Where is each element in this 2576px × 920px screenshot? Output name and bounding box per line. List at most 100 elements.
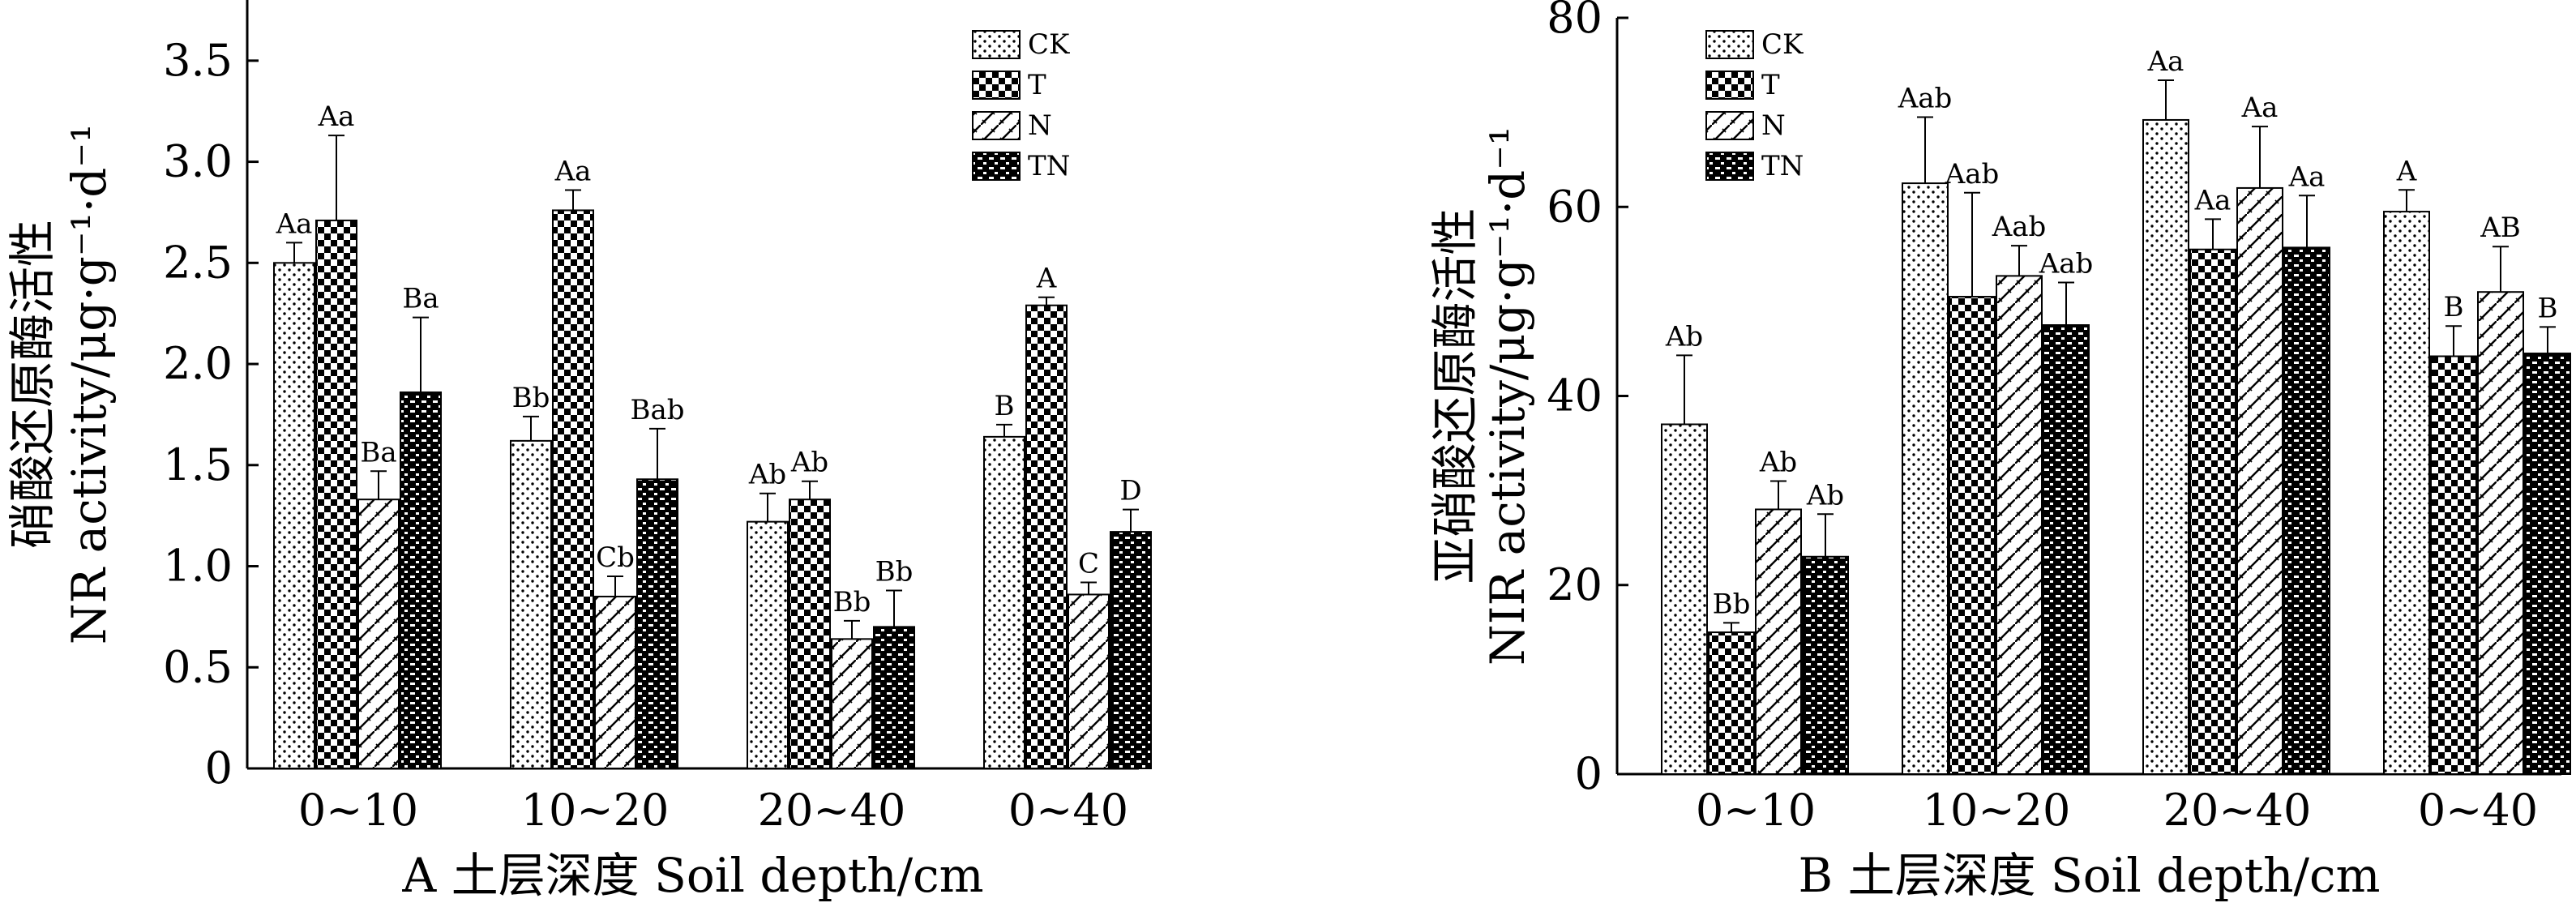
y-axis-label-zh: 硝酸还原酶活性 [5,220,60,549]
legend-label: CK [1761,28,1804,61]
bar-tn [636,478,678,769]
x-tick-label: 0~10 [1696,785,1816,836]
legend-swatch-tn [1705,152,1754,181]
data-label: Ab [1665,320,1703,353]
legend-label: TN [1761,150,1804,182]
data-label: Bab [630,394,684,426]
x-tick-label: 20~40 [2163,785,2312,836]
x-tick-label: 20~40 [758,785,906,836]
bar-ck [510,439,552,770]
data-label: Aab [1898,82,1953,114]
y-tick-label: 40 [1547,370,1603,421]
legend-label: T [1028,69,1046,101]
data-label: Aa [2194,184,2232,216]
data-label: D [1119,475,1141,507]
y-axis-label-en: NIR activity/μg·g⁻¹·d⁻¹ [1480,126,1535,665]
bar-n [2236,186,2283,776]
data-label: Ba [402,283,439,315]
bar-n [1068,593,1110,769]
bar-ck [1902,182,1949,775]
y-axis-label-zh: 亚硝酸还原酶活性 [1427,208,1483,584]
data-label: Aab [1992,211,2047,243]
data-label: Aa [2241,92,2279,124]
data-label: Cb [596,541,635,574]
x-tick-label: 0~10 [298,785,418,836]
data-label: B [2538,292,2558,324]
x-axis-label: B 土层深度 Soil depth/cm [1799,848,2381,903]
bar-n [2477,291,2524,775]
legend-swatch-n [1705,111,1754,140]
y-tick-label: 20 [1547,559,1603,610]
y-tick-label: 1.5 [163,439,233,490]
bar-n [831,638,873,770]
data-label: Ab [1806,479,1844,511]
bar-ck [2142,118,2189,775]
data-label: A [2396,155,2417,187]
x-tick-label: 0~40 [2418,785,2538,836]
y-tick-label: 3.0 [163,136,233,187]
data-label: Bb [1713,588,1751,620]
legend-label: N [1761,109,1786,142]
x-axis-label: A 土层深度 Soil depth/cm [401,848,983,903]
bar-t [789,499,831,769]
y-tick-label: 0 [1575,748,1603,799]
bar-tn [2524,353,2571,775]
panel-a: 0 0.5 1.0 1.5 2.0 2.5 3.0 3.5 Aa Aa Ba Ba 0~10 Bb Aa Cb… [5,0,1152,903]
y-tick-label: 1.0 [163,541,233,592]
data-label: Aa [554,156,592,188]
y-axis-label-en: NR activity/μg·g⁻¹·d⁻¹ [62,124,117,644]
data-label: Ab [1759,446,1797,478]
bar-tn [1110,531,1152,769]
x-tick-label: 10~20 [1923,785,2071,836]
data-label: Ba [360,436,396,469]
data-label: Aab [2039,248,2094,280]
bar-ck [1661,423,1708,775]
legend-swatch-t [972,71,1021,100]
legend-label: CK [1028,28,1070,61]
legend-swatch-tn [972,152,1021,181]
y-tick-label: 0 [205,742,233,794]
legend-label: TN [1028,150,1070,182]
legend-swatch-ck [1705,30,1754,59]
bar-t [315,219,357,769]
bar-ck [983,435,1025,769]
y-tick-label: 2.0 [163,338,233,389]
bar-n [357,499,400,769]
data-label: B [995,390,1015,422]
y-tick-label: 0.5 [163,641,233,692]
x-tick-label: 0~40 [1008,785,1128,836]
bar-ck [2383,211,2430,775]
legend-swatch-ck [972,30,1021,59]
bar-n [1996,275,2043,776]
data-label: Ab [748,459,786,491]
bar-tn [2043,324,2090,775]
legend-label: N [1028,109,1052,142]
data-label: Aa [2147,45,2184,78]
y-tick-label: 80 [1547,0,1603,43]
data-label: AB [2480,212,2521,244]
bar-tn [2283,246,2330,775]
legend-swatch-n [972,111,1021,140]
data-label: Bb [875,555,914,588]
data-label: Aa [318,101,355,133]
y-tick-label: 60 [1547,181,1603,232]
data-label: Aa [2288,160,2326,193]
data-label: C [1078,547,1099,580]
bar-tn [1802,555,1849,775]
x-tick-label: 10~20 [521,785,670,836]
bar-tn [400,391,442,769]
bar-ck [747,520,789,769]
bar-n [1755,508,1802,775]
panel-b: 0 20 40 60 80 Ab Bb Ab Ab 0~10 Aab Aab Aab Aab 10~20 Aa… [1427,0,2571,903]
data-label: Bb [833,586,871,618]
y-tick-label: 3.5 [163,35,233,86]
legend-swatch-t [1705,71,1754,100]
data-label: Bb [512,382,550,414]
bar-n [594,595,636,770]
data-label: B [2444,291,2464,323]
bar-ck [273,262,315,769]
bar-t [1025,304,1068,769]
bar-t [1708,631,1755,775]
